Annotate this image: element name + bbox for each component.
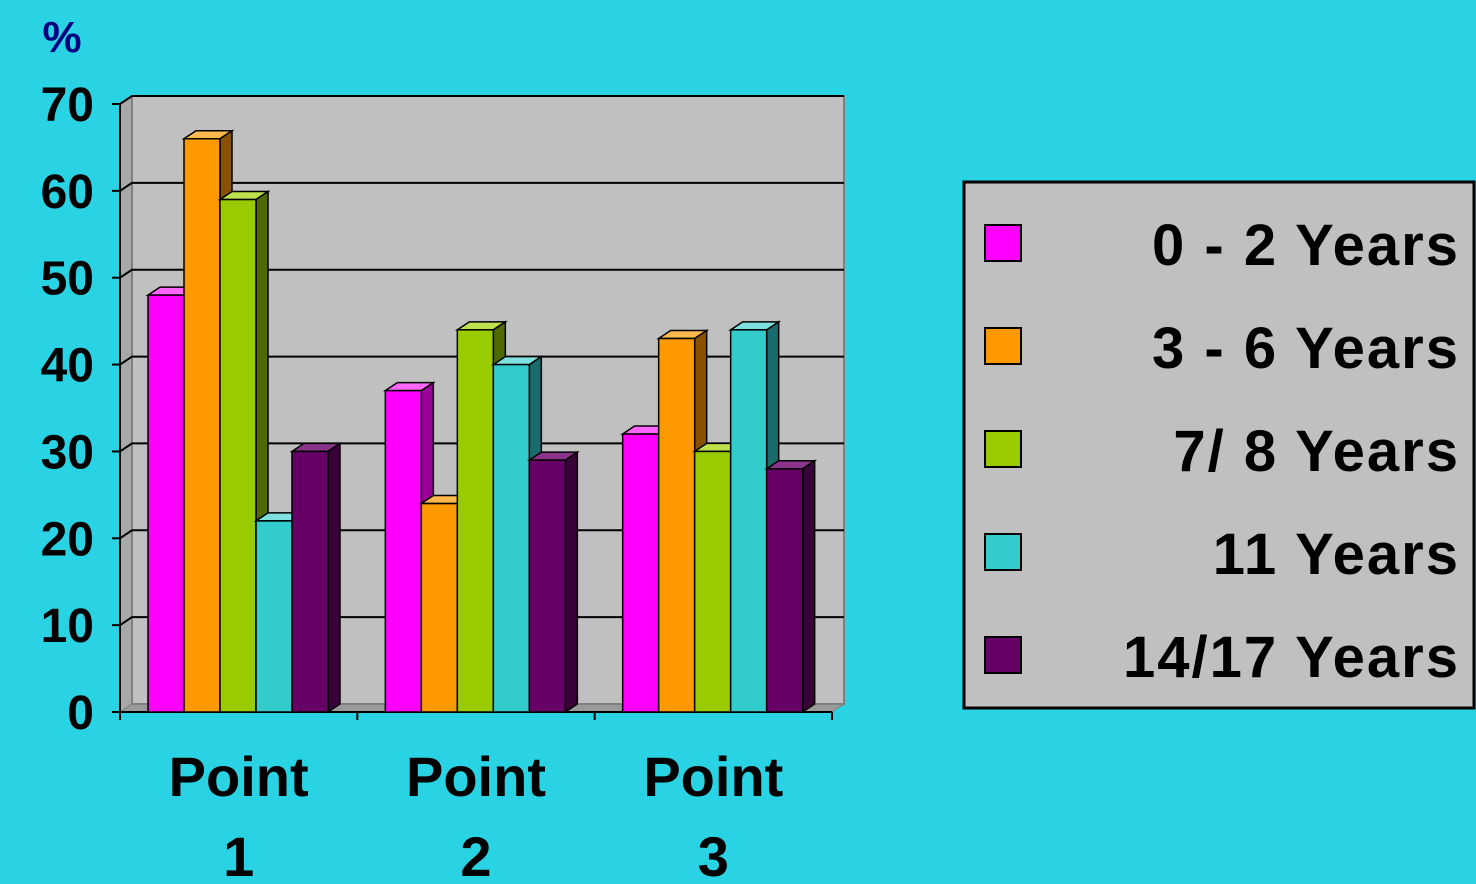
x-tick-label: 2 — [460, 825, 491, 879]
bar — [420, 502, 459, 713]
legend-swatch — [984, 430, 1022, 468]
x-tick-label: 1 — [223, 825, 254, 879]
gridline — [119, 442, 844, 453]
y-tick-label: 30 — [41, 426, 94, 479]
legend-swatch — [984, 636, 1022, 674]
gridline — [119, 181, 844, 192]
bar — [657, 337, 696, 713]
y-axis-label: % — [42, 13, 81, 62]
y-tick-label: 60 — [41, 166, 94, 219]
y-tick-label: 50 — [41, 253, 94, 306]
bar — [183, 137, 221, 713]
bar — [765, 468, 804, 713]
bar — [693, 450, 732, 713]
legend-label: 7/ 8 Years — [1173, 419, 1460, 484]
x-tick-label: Point — [406, 745, 546, 808]
bar — [528, 459, 567, 713]
x-tick-label: Point — [169, 745, 309, 808]
gridline — [119, 529, 844, 540]
bar — [456, 329, 495, 713]
gridline — [119, 355, 844, 366]
y-tick-label: 10 — [41, 600, 94, 653]
x-tick-label: 3 — [698, 825, 729, 879]
legend-swatch — [984, 327, 1022, 365]
gridline — [119, 95, 844, 105]
bar — [492, 363, 531, 713]
y-tick-label: 40 — [41, 340, 94, 393]
legend-label: 0 - 2 Years — [1152, 213, 1460, 278]
legend — [962, 180, 1476, 710]
y-tick-label: 20 — [41, 513, 94, 566]
bar — [219, 198, 257, 713]
legend-swatch — [984, 224, 1022, 262]
bar — [621, 433, 660, 713]
bar — [729, 329, 768, 713]
bar — [291, 450, 329, 713]
side-wall — [119, 95, 133, 713]
legend-label: 3 - 6 Years — [1152, 316, 1460, 381]
bar — [147, 294, 185, 713]
y-tick-label: 70 — [41, 79, 94, 132]
y-tick-label: 0 — [67, 687, 94, 740]
bar-side — [801, 459, 816, 714]
bar-side — [564, 450, 579, 714]
x-tick-label: Point — [643, 745, 783, 808]
bar — [255, 520, 293, 713]
bar-side — [327, 442, 341, 714]
gridline — [119, 616, 844, 626]
legend-label: 11 Years — [1213, 522, 1460, 587]
bar — [384, 389, 423, 713]
legend-label: 14/17 Years — [1123, 625, 1460, 690]
gridline — [119, 268, 844, 279]
legend-swatch — [984, 533, 1022, 571]
